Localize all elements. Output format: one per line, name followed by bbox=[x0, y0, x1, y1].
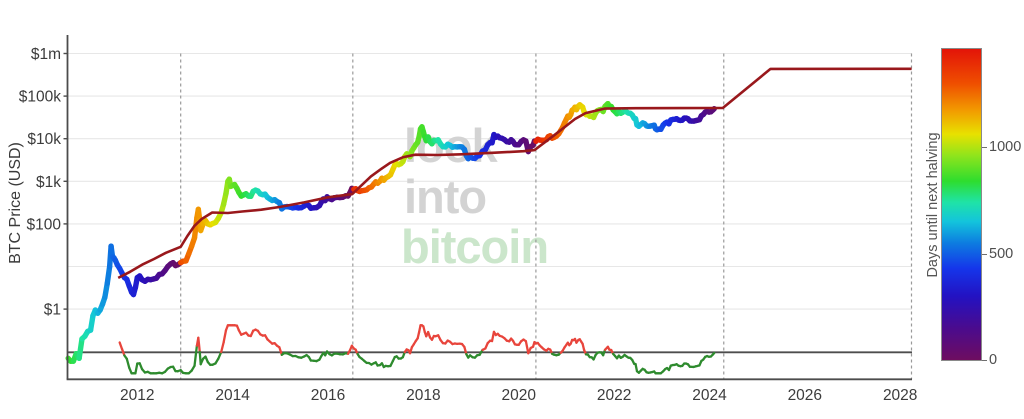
colorbar-tick-500 bbox=[982, 254, 987, 255]
price-segment bbox=[104, 263, 113, 287]
oscillator-segment bbox=[193, 344, 199, 367]
x-tick-label: 2018 bbox=[406, 387, 440, 404]
x-tick-label: 2024 bbox=[692, 387, 727, 404]
y-tick-label: $10k bbox=[27, 131, 61, 148]
price-segment bbox=[191, 214, 200, 241]
price-segment bbox=[76, 336, 85, 361]
oscillator-segment bbox=[222, 329, 228, 344]
x-tick-label: 2014 bbox=[215, 387, 250, 404]
price-series bbox=[65, 100, 717, 364]
y-tick-label: $1k bbox=[36, 174, 61, 191]
colorbar-gradient bbox=[941, 48, 982, 361]
watermark: look into bitcoin bbox=[401, 119, 549, 273]
oscillator-segment bbox=[524, 340, 530, 355]
oscillator-segment bbox=[220, 341, 225, 354]
x-tick-label: 2026 bbox=[788, 387, 822, 404]
oscillator-segment bbox=[197, 336, 201, 354]
x-tick-label: 2028 bbox=[883, 387, 917, 404]
colorbar-label-0: 0 bbox=[989, 352, 998, 368]
watermark-into: into bbox=[404, 170, 486, 223]
watermark-bitcoin: bitcoin bbox=[401, 220, 548, 273]
oscillator-segment bbox=[417, 324, 422, 334]
oscillator-segment bbox=[134, 362, 139, 375]
oscillator-series bbox=[67, 324, 912, 375]
model-line bbox=[117, 67, 912, 280]
y-axis-title: BTC Price (USD) bbox=[7, 142, 24, 264]
oscillator-segment bbox=[711, 351, 716, 356]
model-series bbox=[117, 67, 912, 280]
y-tick-label: $100 bbox=[27, 216, 62, 233]
oscillator-segment bbox=[125, 357, 131, 369]
axes bbox=[63, 35, 912, 381]
colorbar-tick-0 bbox=[982, 360, 987, 361]
colorbar-label-500: 500 bbox=[989, 246, 1014, 262]
y-tick-label: $1 bbox=[44, 302, 61, 319]
x-tick-label: 2020 bbox=[501, 387, 536, 404]
oscillator-segment bbox=[278, 346, 283, 356]
colorbar-label-1000: 1000 bbox=[989, 139, 1022, 155]
y-tick-label: $100k bbox=[19, 89, 61, 106]
x-tick-label: 2016 bbox=[311, 387, 345, 404]
oscillator-segment bbox=[634, 362, 639, 373]
colorbar-tick-1000 bbox=[982, 147, 987, 148]
x-tick-label: 2022 bbox=[597, 387, 631, 404]
halving-lines bbox=[180, 53, 913, 380]
oscillator-segment bbox=[118, 341, 124, 351]
oscillator-segment bbox=[217, 350, 223, 360]
tick-labels: $1m $100k $10k $1k $100 $1 2012 2014 2016 2018 202… bbox=[19, 46, 918, 404]
y-tick-label: $1m bbox=[31, 46, 61, 63]
oscillator-segment bbox=[463, 345, 468, 356]
x-tick-label: 2012 bbox=[120, 387, 154, 404]
colorbar-title: Days until next halving bbox=[925, 132, 941, 278]
